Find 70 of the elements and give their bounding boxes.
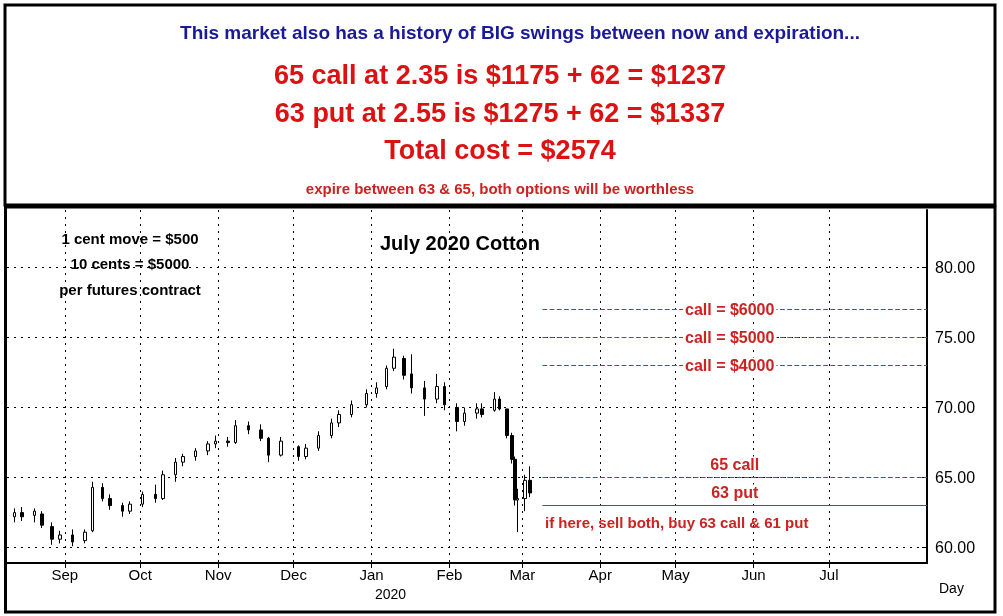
candlestick [350,400,353,418]
candlestick [234,419,237,445]
annotation: call = $6000 [685,300,775,318]
candlestick [83,528,87,544]
candlestick [410,353,413,394]
candlestick [58,530,62,544]
x-tick-label: Jan [359,566,384,583]
annotation: per futures contract [59,280,201,298]
candlestick [128,500,132,515]
annotation: if here, sell both, buy 63 call & 61 put [545,513,809,531]
candlestick [161,470,165,501]
candlestick [304,443,308,460]
candlestick [463,407,466,427]
candlestick [297,444,300,462]
candlestick [194,447,197,462]
y-tick-label: 75.00 [935,328,976,346]
text: This market also has a history of BIG swings between now and expiration... [180,21,860,43]
ref-line-label: 63 put [711,484,759,502]
x-tick-label: Apr [588,566,612,583]
candlestick [385,364,388,390]
candlestick [71,528,74,547]
y-tick-label: 65.00 [935,469,976,487]
text: 2020 [375,586,407,602]
candlestick [375,381,378,399]
candlestick [435,373,439,404]
text: Total cost = $2574 [384,135,616,165]
x-tick-label: Mar [509,566,536,583]
candlestick [330,418,333,439]
candlestick [181,453,185,467]
candlestick [91,481,94,533]
candlestick [423,380,426,417]
annotation: call = $5000 [685,328,775,346]
candlestick [226,436,230,448]
x-tick-label: Jun [741,566,766,583]
ref-line-label: 65 call [710,456,760,474]
x-tick-label: Nov [204,566,232,583]
candlestick [402,355,406,380]
text: 63 put at 2.55 is $1275 + 62 = $1337 [274,98,726,128]
candlestick [33,507,36,523]
candlestick [455,402,459,432]
y-tick-label: 80.00 [935,258,976,276]
candlestick [121,502,124,518]
text: expire between 63 & 65, both options will be worthless [305,179,695,197]
candlestick [40,510,44,529]
text: July 2020 Cotton [379,232,541,254]
annotation: call = $4000 [685,356,775,374]
candlestick [247,421,250,435]
candlestick [20,506,24,522]
candlestick [13,507,16,523]
candlestick [279,436,283,458]
candlestick [108,493,112,511]
candlestick [392,348,396,372]
candlestick [317,430,320,452]
x-tick-label: Feb [436,566,463,583]
x-tick-label: Jul [819,566,839,583]
candlestick [259,423,263,442]
candlestick [101,482,104,502]
candlestick [154,484,157,504]
candlestick [206,440,210,456]
candlestick [337,409,341,428]
candlestick [50,521,54,546]
x-axis-title: Day [939,580,964,596]
x-tick-label: Sep [51,566,79,583]
y-tick-label: 60.00 [935,539,976,557]
y-tick-label: 70.00 [935,399,976,417]
x-tick-label: Oct [128,566,153,583]
candlestick [267,436,270,463]
x-tick-label: May [661,566,691,583]
text: 65 call at 2.35 is $1175 + 62 = $1237 [274,60,726,90]
x-tick-label: Dec [280,566,308,583]
